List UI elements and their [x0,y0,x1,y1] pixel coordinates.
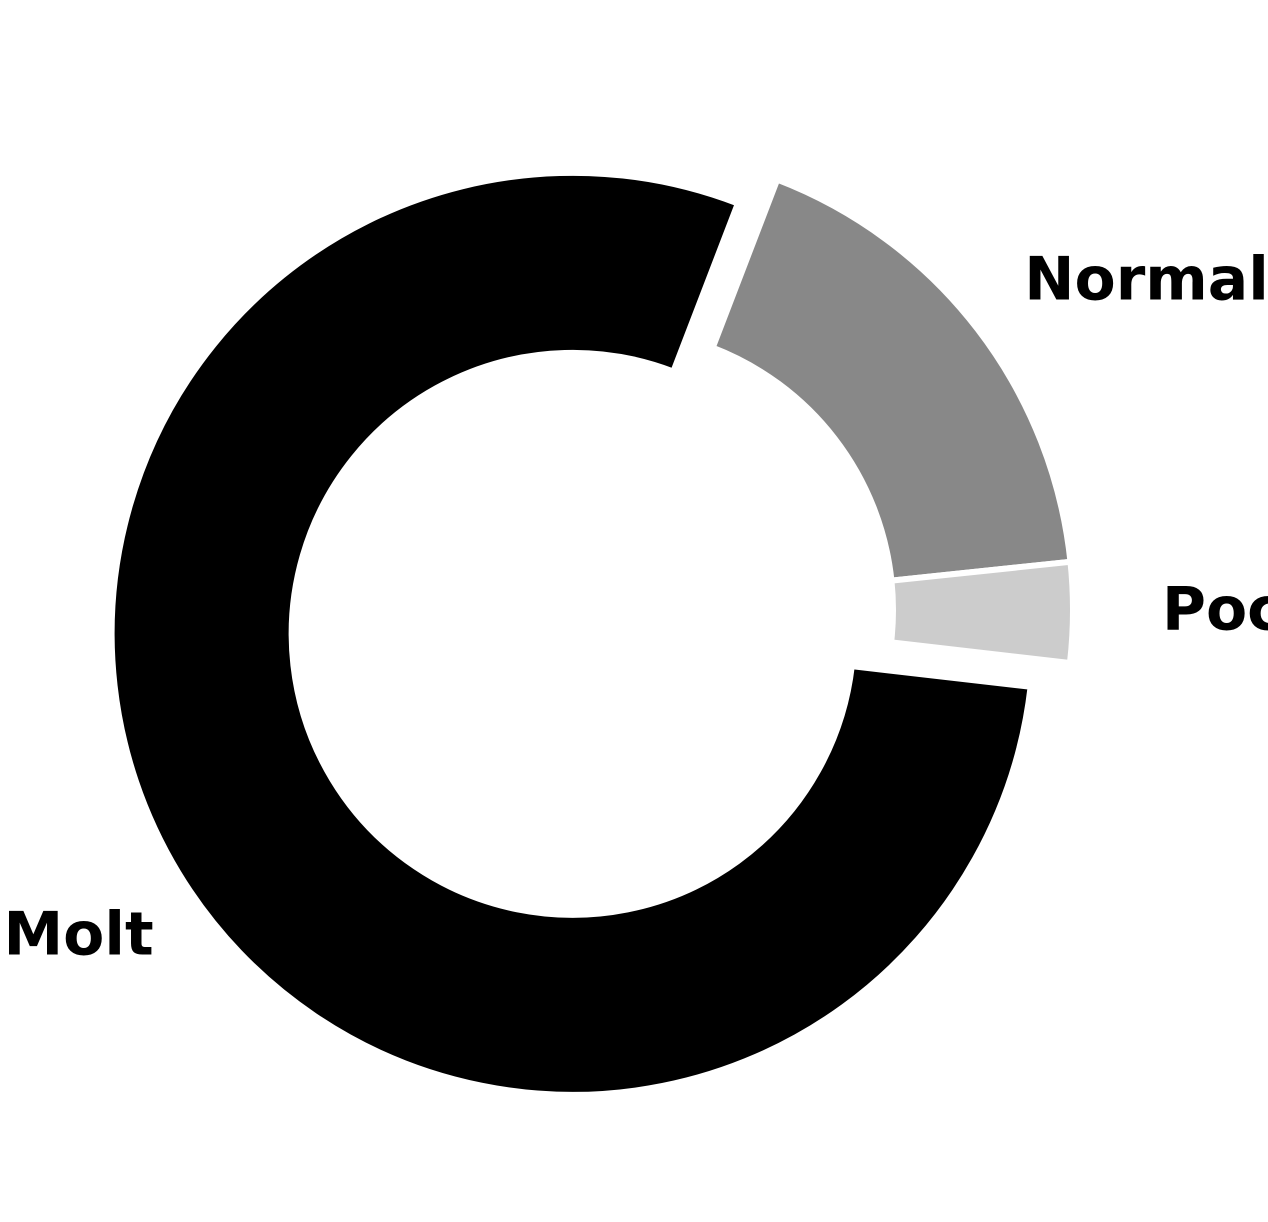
label-normal: Normal [1024,245,1268,315]
donut-slices [108,169,1076,1098]
slice-normal [708,175,1074,584]
donut-labels: Normal Poc Molt [3,245,1268,970]
slice-molt [108,169,1034,1098]
label-poc: Poc [1162,575,1268,645]
slice-poc [887,558,1076,667]
label-molt: Molt [3,900,153,970]
